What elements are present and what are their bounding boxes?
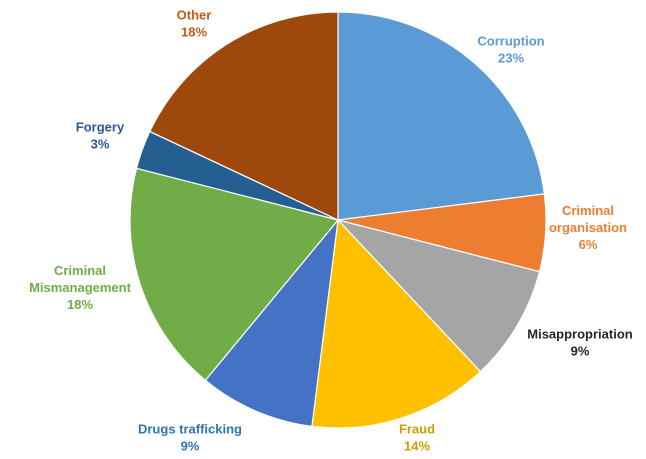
slice-name: Forgery bbox=[76, 120, 125, 135]
slice-name: Misappropriation bbox=[527, 327, 633, 342]
pie-slice-fraud bbox=[311, 218, 482, 429]
pie-slice-drugs-trafficking bbox=[204, 218, 339, 428]
slice-label-misappropriation: Misappropriation 9% bbox=[527, 327, 633, 359]
slice-label-corruption: Corruption 23% bbox=[477, 34, 544, 66]
slice-name: Other bbox=[177, 8, 212, 23]
slice-name: Fraud bbox=[399, 422, 435, 437]
slice-percent: 18% bbox=[67, 297, 93, 312]
slice-percent: 9% bbox=[571, 344, 590, 359]
slice-label-fraud: Fraud 14% bbox=[399, 422, 435, 454]
slice-percent: 3% bbox=[91, 137, 110, 152]
slice-name: Drugs trafficking bbox=[138, 422, 242, 437]
slice-label-other: Other 18% bbox=[177, 8, 212, 40]
pie-labels: Corruption 23% Criminal organisation 6% Misap… bbox=[29, 8, 633, 454]
pie-slice-corruption bbox=[337, 11, 546, 221]
slice-percent: 18% bbox=[181, 25, 207, 40]
slice-label-criminal-organisation: Criminal organisation 6% bbox=[549, 203, 627, 252]
slice-name: Corruption bbox=[477, 34, 544, 49]
pie-slice-other bbox=[149, 11, 339, 221]
slice-label-drugs-trafficking: Drugs trafficking 9% bbox=[138, 422, 242, 454]
slice-percent: 14% bbox=[404, 439, 430, 454]
slice-name: Mismanagement bbox=[29, 280, 132, 295]
slice-percent: 9% bbox=[181, 439, 200, 454]
pie-slices bbox=[129, 11, 547, 429]
slice-percent: 23% bbox=[498, 51, 524, 66]
slice-name: organisation bbox=[549, 220, 627, 235]
pie-slice-criminal-mismanagement bbox=[129, 167, 340, 382]
slice-label-forgery: Forgery 3% bbox=[76, 120, 125, 152]
slice-percent: 6% bbox=[579, 237, 598, 252]
slice-name: Criminal bbox=[562, 203, 614, 218]
slice-label-criminal-mismanagement: Criminal Mismanagement 18% bbox=[29, 263, 132, 312]
pie-slice-misappropriation bbox=[336, 218, 541, 373]
slice-name: Criminal bbox=[54, 263, 106, 278]
